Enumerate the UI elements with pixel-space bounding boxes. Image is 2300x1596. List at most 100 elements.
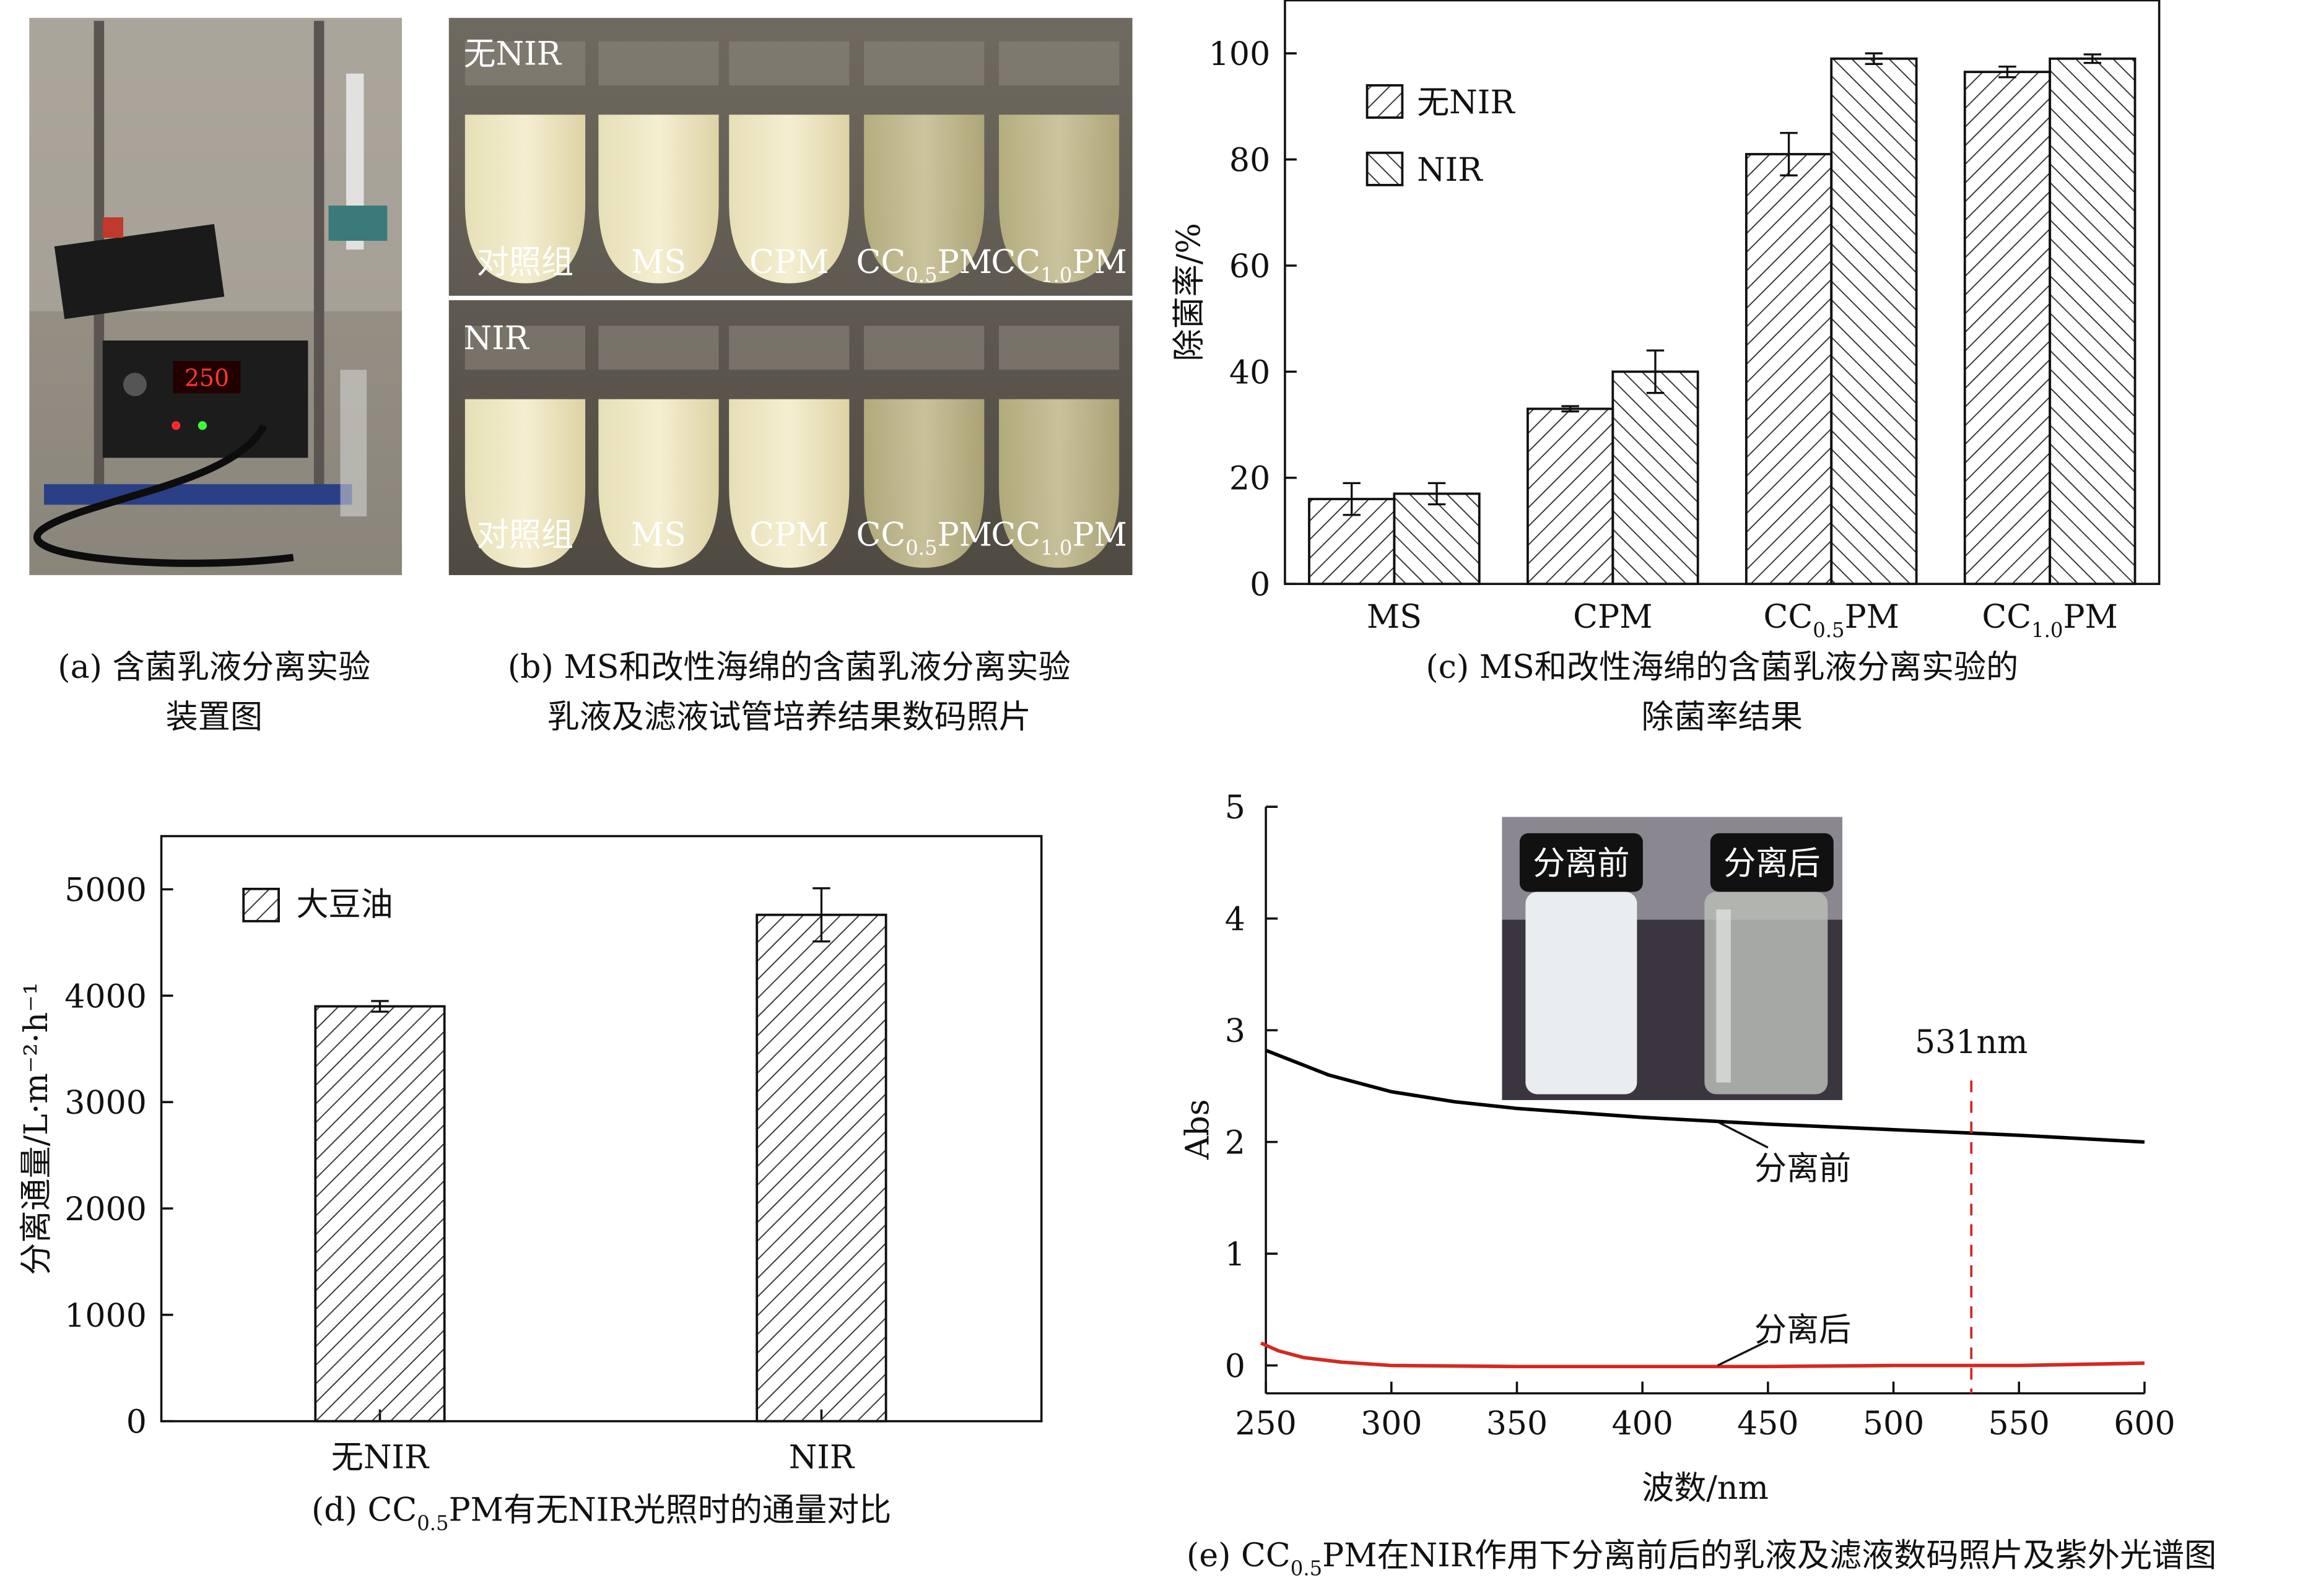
laser-head bbox=[54, 223, 225, 319]
y-tick-label: 2 bbox=[1225, 1125, 1245, 1162]
series-label: 分离后 bbox=[1754, 1311, 1851, 1348]
x-tick-label: 600 bbox=[2114, 1405, 2175, 1442]
tube-top bbox=[864, 326, 985, 370]
row2-label: NIR bbox=[463, 320, 529, 357]
vial-cap-after bbox=[1710, 833, 1834, 892]
tube-liquid bbox=[729, 115, 850, 284]
x-tick-label: CC0.5PM bbox=[1763, 599, 1899, 642]
legend-label: NIR bbox=[1417, 152, 1483, 189]
tube-liquid bbox=[598, 399, 719, 568]
y-axis-label: 分离通量/L·m⁻²·h⁻¹ bbox=[18, 982, 55, 1275]
tube-top bbox=[464, 326, 586, 370]
series-line bbox=[1260, 1341, 2145, 1369]
tube-top bbox=[864, 41, 985, 85]
legend-label: 大豆油 bbox=[296, 886, 393, 923]
y-tick-label: 3 bbox=[1225, 1013, 1245, 1050]
bar bbox=[1393, 492, 1481, 586]
chart-e: 分离前 分离后 0 1 2 3 4 5 250 300 350 400 450 500 550 600 Ab… bbox=[1180, 789, 2216, 1581]
legend-swatch bbox=[1366, 84, 1404, 119]
vial-before-label: 分离前 bbox=[1533, 845, 1629, 882]
tube-top bbox=[999, 326, 1120, 370]
tube-top bbox=[464, 41, 586, 85]
tube-liquid bbox=[729, 399, 850, 568]
tube-label: MS bbox=[631, 517, 686, 554]
caption-c-line1: (c) MS和改性海绵的含菌乳液分离实验的 bbox=[1426, 649, 2018, 686]
tube-top bbox=[729, 41, 850, 85]
vial-cap-before bbox=[1519, 833, 1643, 892]
y-tick-label: 5 bbox=[1225, 789, 1245, 826]
y-tick-label: 2000 bbox=[64, 1191, 147, 1228]
controller-display: 250 bbox=[185, 364, 229, 391]
chart-c: (c) MS和改性海绵的含菌乳液分离实验的 除菌率结果 0 20 40 60 80 100… bbox=[1171, 0, 2161, 735]
vial-before bbox=[1525, 891, 1637, 1095]
series-label: 分离前 bbox=[1754, 1150, 1851, 1187]
x-tick-label: 350 bbox=[1486, 1405, 1548, 1442]
tube-row bbox=[464, 41, 1120, 568]
vial-after bbox=[1704, 891, 1828, 1095]
y-tick-label: 5000 bbox=[64, 872, 147, 909]
y-tick-label: 40 bbox=[1229, 354, 1270, 391]
vial-after-label: 分离后 bbox=[1723, 845, 1820, 882]
caption-c-line2: 除菌率结果 bbox=[1642, 698, 1803, 735]
y-tick-label: 4000 bbox=[64, 978, 147, 1015]
tube-liquid bbox=[999, 399, 1120, 568]
caption-a-line2: 装置图 bbox=[166, 698, 263, 735]
tube-top bbox=[999, 41, 1120, 85]
bar bbox=[1611, 370, 1699, 586]
x-tick-label: 300 bbox=[1361, 1405, 1422, 1442]
y-tick-label: 1 bbox=[1225, 1236, 1245, 1273]
tube-label: CC1.0PM bbox=[991, 244, 1126, 287]
x-axis-label: 波数/nm bbox=[1642, 1470, 1769, 1507]
y-tick-label: 80 bbox=[1229, 142, 1270, 180]
annotation-leader bbox=[1717, 1340, 1769, 1367]
tube-liquid bbox=[464, 399, 586, 568]
legend-swatch bbox=[1366, 151, 1404, 186]
caption-e: (e) CC0.5PM在NIR作用下分离前后的乳液及滤液数码照片及紫外光谱图 bbox=[1187, 1537, 2216, 1581]
x-tick-label: CPM bbox=[1573, 599, 1652, 636]
tube-top bbox=[598, 41, 719, 85]
x-tick-label: MS bbox=[1367, 599, 1422, 636]
x-tick-label: CC1.0PM bbox=[1982, 599, 2117, 642]
bar bbox=[1527, 407, 1614, 586]
laser-controller bbox=[102, 340, 308, 458]
tube-label: MS bbox=[631, 244, 686, 281]
y-tick-label: 100 bbox=[1209, 36, 1270, 73]
plot-frame bbox=[160, 835, 1043, 1423]
x-tick-label: 400 bbox=[1611, 1405, 1673, 1442]
tube-label: 对照组 bbox=[477, 244, 573, 281]
annotation-leader bbox=[1717, 1121, 1769, 1149]
y-tick-label: 1000 bbox=[64, 1298, 147, 1335]
tube-label: CPM bbox=[749, 517, 829, 554]
tube-liquid bbox=[864, 115, 985, 284]
x-tick-label: 无NIR bbox=[331, 1439, 430, 1476]
caption-b-line1: (b) MS和改性海绵的含菌乳液分离实验 bbox=[508, 649, 1071, 686]
y-tick-label: 3000 bbox=[64, 1085, 147, 1122]
tube-top bbox=[598, 326, 719, 370]
y-tick-label: 0 bbox=[1250, 566, 1270, 604]
caption-b-line2: 乳液及滤液试管培养结果数码照片 bbox=[547, 698, 1031, 735]
tube-label: CPM bbox=[749, 244, 829, 281]
vials-photo: 分离前 分离后 bbox=[1502, 817, 1842, 1100]
x-tick-label: 500 bbox=[1863, 1405, 1924, 1442]
legend-label: 无NIR bbox=[1417, 84, 1515, 121]
y-axis-label: 除菌率/% bbox=[1171, 223, 1208, 361]
y-tick-label: 0 bbox=[126, 1404, 147, 1441]
x-tick-label: NIR bbox=[789, 1439, 855, 1476]
bar bbox=[314, 1005, 446, 1423]
apparatus-photo: 250 bbox=[29, 17, 403, 575]
stand-base bbox=[44, 484, 352, 505]
bar bbox=[756, 913, 887, 1423]
caption-d: (d) CC0.5PM有无NIR光照时的通量对比 bbox=[311, 1492, 891, 1535]
y-tick-label: 60 bbox=[1229, 248, 1270, 285]
series-line bbox=[1265, 1048, 2145, 1144]
tube-label: CC1.0PM bbox=[991, 517, 1126, 560]
tube-liquid bbox=[864, 399, 985, 568]
y-axis-label: Abs bbox=[1180, 1099, 1217, 1160]
y-tick-label: 4 bbox=[1225, 901, 1245, 939]
legend-swatch bbox=[242, 887, 280, 922]
tube-liquid bbox=[464, 115, 586, 284]
bar bbox=[1963, 71, 2052, 586]
